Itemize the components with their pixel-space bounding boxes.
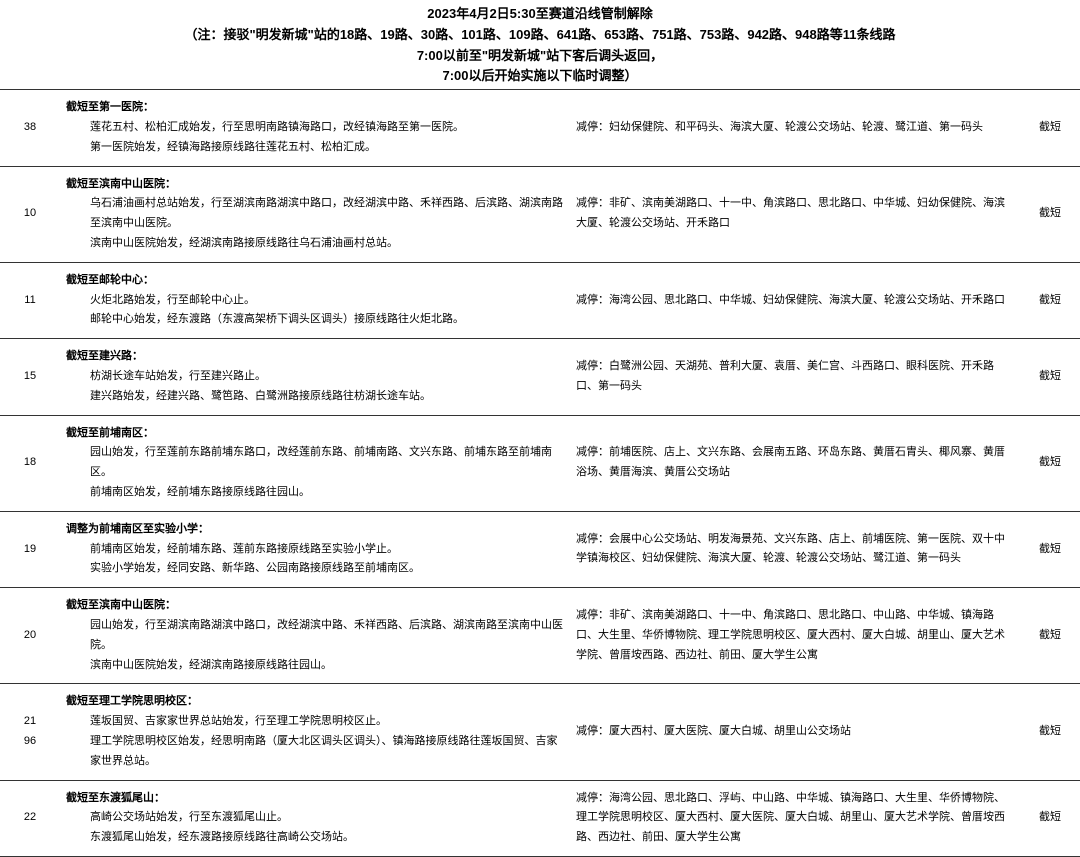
route-number: 18: [0, 415, 60, 511]
header-line-2: （注：接驳"明发新城"站的18路、19路、30路、101路、109路、641路、…: [20, 25, 1060, 46]
route-number: 38: [0, 90, 60, 166]
table-row: 19调整为前埔南区至实验小学：前埔南区始发，经前埔东路、莲前东路接原线路至实验小…: [0, 511, 1080, 587]
header-line-3: 7:00以前至"明发新城"站下客后调头返回，: [20, 46, 1060, 67]
removed-stops: 减停：前埔医院、店上、文兴东路、会展南五路、环岛东路、黄厝石胄头、椰风寨、黄厝浴…: [570, 415, 1020, 511]
adjustment-tag: 截短: [1020, 780, 1080, 856]
route-description: 截短至邮轮中心：火炬北路始发，行至邮轮中心止。 邮轮中心始发，经东渡路（东渡高架…: [60, 262, 570, 338]
description-title: 截短至邮轮中心：: [66, 271, 564, 291]
description-body: 莲花五村、松柏汇成始发，行至思明南路镇海路口，改经镇海路至第一医院。 第一医院始…: [66, 118, 564, 158]
route-description: 截短至建兴路：枋湖长途车站始发，行至建兴路止。 建兴路始发，经建兴路、鹭笆路、白…: [60, 339, 570, 415]
route-number: 21 96: [0, 684, 60, 780]
description-body: 火炬北路始发，行至邮轮中心止。 邮轮中心始发，经东渡路（东渡高架桥下调头区调头）…: [66, 291, 564, 331]
route-description: 截短至第一医院：莲花五村、松柏汇成始发，行至思明南路镇海路口，改经镇海路至第一医…: [60, 90, 570, 166]
route-description: 截短至滨南中山医院：园山始发，行至湖滨南路湖滨中路口，改经湖滨中路、禾祥西路、后…: [60, 588, 570, 684]
removed-stops: 减停：白鹭洲公园、天湖苑、普利大厦、袁厝、美仁宫、斗西路口、眼科医院、开禾路口、…: [570, 339, 1020, 415]
description-title: 截短至东渡狐尾山：: [66, 789, 564, 809]
route-description: 截短至滨南中山医院：乌石浦油画村总站始发，行至湖滨南路湖滨中路口，改经湖滨中路、…: [60, 166, 570, 262]
table-row: 11截短至邮轮中心：火炬北路始发，行至邮轮中心止。 邮轮中心始发，经东渡路（东渡…: [0, 262, 1080, 338]
route-description: 截短至东渡狐尾山：高崎公交场站始发，行至东渡狐尾山止。 东渡狐尾山始发，经东渡路…: [60, 780, 570, 856]
description-body: 莲坂国贸、吉家家世界总站始发，行至理工学院思明校区止。 理工学院思明校区始发，经…: [66, 712, 564, 771]
description-title: 截短至滨南中山医院：: [66, 175, 564, 195]
description-body: 前埔南区始发，经前埔东路、莲前东路接原线路至实验小学止。 实验小学始发，经同安路…: [66, 540, 564, 580]
route-number: 11: [0, 262, 60, 338]
header-line-4: 7:00以后开始实施以下临时调整）: [20, 66, 1060, 87]
notice-header: 2023年4月2日5:30至赛道沿线管制解除 （注：接驳"明发新城"站的18路、…: [0, 0, 1080, 89]
description-title: 截短至滨南中山医院：: [66, 596, 564, 616]
table-row: 21 96截短至理工学院思明校区：莲坂国贸、吉家家世界总站始发，行至理工学院思明…: [0, 684, 1080, 780]
adjustment-tag: 截短: [1020, 684, 1080, 780]
removed-stops: 减停：海湾公园、思北路口、中华城、妇幼保健院、海滨大厦、轮渡公交场站、开禾路口: [570, 262, 1020, 338]
route-description: 调整为前埔南区至实验小学：前埔南区始发，经前埔东路、莲前东路接原线路至实验小学止…: [60, 511, 570, 587]
removed-stops: 减停：海湾公园、思北路口、浮屿、中山路、中华城、镇海路口、大生里、华侨博物院、理…: [570, 780, 1020, 856]
description-title: 截短至第一医院：: [66, 98, 564, 118]
route-number: 15: [0, 339, 60, 415]
description-body: 乌石浦油画村总站始发，行至湖滨南路湖滨中路口，改经湖滨中路、禾祥西路、后滨路、湖…: [66, 194, 564, 253]
table-row: 18截短至前埔南区：园山始发，行至莲前东路前埔东路口，改经莲前东路、前埔南路、文…: [0, 415, 1080, 511]
table-row: 15截短至建兴路：枋湖长途车站始发，行至建兴路止。 建兴路始发，经建兴路、鹭笆路…: [0, 339, 1080, 415]
description-title: 截短至前埔南区：: [66, 424, 564, 444]
removed-stops: 减停：非矿、滨南美湖路口、十一中、角滨路口、思北路口、中山路、中华城、镇海路口、…: [570, 588, 1020, 684]
description-body: 园山始发，行至湖滨南路湖滨中路口，改经湖滨中路、禾祥西路、后滨路、湖滨南路至滨南…: [66, 616, 564, 675]
description-title: 截短至建兴路：: [66, 347, 564, 367]
route-number: 10: [0, 166, 60, 262]
description-title: 截短至理工学院思明校区：: [66, 692, 564, 712]
route-number: 20: [0, 588, 60, 684]
adjustment-tag: 截短: [1020, 166, 1080, 262]
adjustment-tag: 截短: [1020, 90, 1080, 166]
adjustment-tag: 截短: [1020, 262, 1080, 338]
adjustment-tag: 截短: [1020, 511, 1080, 587]
removed-stops: 减停：非矿、滨南美湖路口、十一中、角滨路口、思北路口、中华城、妇幼保健院、海滨大…: [570, 166, 1020, 262]
table-row: 22截短至东渡狐尾山：高崎公交场站始发，行至东渡狐尾山止。 东渡狐尾山始发，经东…: [0, 780, 1080, 856]
description-body: 枋湖长途车站始发，行至建兴路止。 建兴路始发，经建兴路、鹭笆路、白鹭洲路接原线路…: [66, 367, 564, 407]
description-title: 调整为前埔南区至实验小学：: [66, 520, 564, 540]
route-description: 截短至理工学院思明校区：莲坂国贸、吉家家世界总站始发，行至理工学院思明校区止。 …: [60, 684, 570, 780]
adjustment-tag: 截短: [1020, 588, 1080, 684]
route-description: 截短至前埔南区：园山始发，行至莲前东路前埔东路口，改经莲前东路、前埔南路、文兴东…: [60, 415, 570, 511]
table-row: 20截短至滨南中山医院：园山始发，行至湖滨南路湖滨中路口，改经湖滨中路、禾祥西路…: [0, 588, 1080, 684]
removed-stops: 减停：妇幼保健院、和平码头、海滨大厦、轮渡公交场站、轮渡、鹭江道、第一码头: [570, 90, 1020, 166]
adjustment-tag: 截短: [1020, 339, 1080, 415]
removed-stops: 减停：会展中心公交场站、明发海景苑、文兴东路、店上、前埔医院、第一医院、双十中学…: [570, 511, 1020, 587]
route-adjustment-table: 38截短至第一医院：莲花五村、松柏汇成始发，行至思明南路镇海路口，改经镇海路至第…: [0, 89, 1080, 857]
removed-stops: 减停：厦大西村、厦大医院、厦大白城、胡里山公交场站: [570, 684, 1020, 780]
header-line-1: 2023年4月2日5:30至赛道沿线管制解除: [20, 4, 1060, 25]
table-row: 10截短至滨南中山医院：乌石浦油画村总站始发，行至湖滨南路湖滨中路口，改经湖滨中…: [0, 166, 1080, 262]
table-row: 38截短至第一医院：莲花五村、松柏汇成始发，行至思明南路镇海路口，改经镇海路至第…: [0, 90, 1080, 166]
route-number: 22: [0, 780, 60, 856]
adjustment-tag: 截短: [1020, 415, 1080, 511]
description-body: 高崎公交场站始发，行至东渡狐尾山止。 东渡狐尾山始发，经东渡路接原线路往高崎公交…: [66, 808, 564, 848]
route-number: 19: [0, 511, 60, 587]
description-body: 园山始发，行至莲前东路前埔东路口，改经莲前东路、前埔南路、文兴东路、前埔东路至前…: [66, 443, 564, 502]
